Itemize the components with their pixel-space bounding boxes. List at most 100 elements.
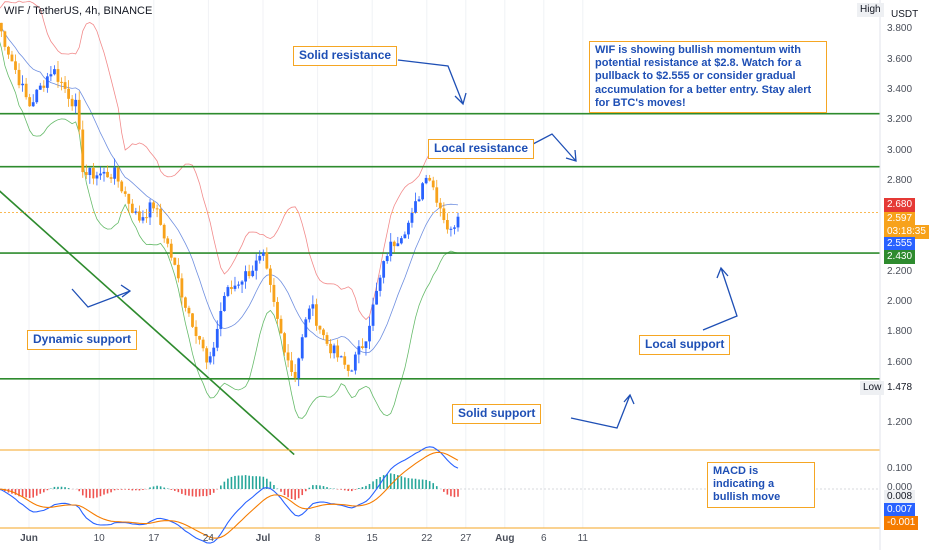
price-tick-label: 3.200: [887, 114, 913, 126]
macd-histogram-bar: [237, 475, 240, 489]
macd-histogram-bar: [312, 485, 314, 489]
candle-body: [399, 238, 403, 244]
macd-histogram-bar: [202, 489, 204, 497]
candle-body: [353, 354, 357, 371]
candle-body: [74, 99, 78, 107]
macd-histogram-bar: [89, 489, 91, 498]
macd-histogram-bar: [244, 475, 247, 489]
candle-body: [237, 284, 240, 286]
candle-body: [343, 356, 347, 365]
candle-body: [311, 304, 315, 309]
candle-body: [233, 285, 237, 289]
candle-body: [176, 264, 180, 279]
candle-body: [38, 85, 42, 90]
candle-body: [35, 89, 39, 103]
macd-histogram-bar: [297, 489, 300, 499]
macd-histogram-bar: [152, 486, 155, 489]
macd-histogram-bar: [223, 481, 226, 489]
candle-body: [191, 313, 194, 327]
price-tick-label: 3.400: [887, 83, 913, 95]
candle-body: [254, 260, 258, 271]
low-value: 1.478: [884, 381, 916, 395]
macd-histogram-bar: [280, 489, 282, 492]
macd-histogram-bar: [127, 489, 130, 490]
bollinger-upper: [0, 0, 458, 321]
candle-body: [134, 211, 138, 214]
candle-body: [368, 325, 371, 342]
candle-body: [456, 216, 460, 228]
macd-histogram-bar: [308, 487, 311, 489]
candle-body: [205, 348, 209, 363]
candle-body: [155, 208, 159, 210]
candle-body: [417, 199, 421, 202]
macd-histogram-bar: [347, 489, 350, 491]
candle-body: [332, 345, 336, 354]
macd-histogram-bar: [361, 487, 364, 489]
macd-histogram-bar: [120, 489, 123, 490]
price-tick-label: 3.600: [887, 53, 913, 65]
macd-histogram-bar: [159, 486, 162, 489]
candle-body: [222, 295, 226, 311]
candle-body: [421, 183, 424, 200]
candle-body: [442, 208, 446, 221]
candle-body: [70, 98, 74, 107]
macd-histogram-bar: [343, 489, 346, 491]
macd-histogram-bar: [386, 474, 388, 489]
callout-local-support: Local support: [639, 335, 731, 355]
macd-histogram-bar: [258, 476, 261, 489]
time-tick-label: Jul: [255, 533, 271, 544]
candle-body: [10, 54, 14, 62]
time-tick-label: 17: [148, 533, 160, 544]
candle-body: [215, 328, 219, 348]
candle-body: [276, 301, 279, 319]
candle-body: [198, 336, 201, 340]
candle-body: [184, 297, 187, 308]
candle-body: [17, 69, 21, 86]
candle-body: [428, 177, 432, 181]
candle-body: [431, 180, 435, 188]
macd-histogram-bar: [32, 489, 34, 498]
time-tick-label: 15: [366, 533, 378, 544]
macd-histogram-bar: [340, 489, 342, 490]
candle-body: [392, 241, 396, 247]
macd-histogram-bar: [195, 489, 197, 497]
candle-body: [268, 268, 272, 285]
macd-histogram-bar: [142, 489, 144, 490]
price-tag-green: 2.430: [884, 250, 916, 264]
candle-body: [424, 177, 428, 184]
macd-histogram-bar: [262, 476, 265, 489]
macd-histogram-bar: [368, 484, 371, 489]
macd-histogram-bar: [156, 485, 158, 489]
macd-histogram-bar: [425, 479, 427, 489]
macd-tick-label: 0.100: [887, 462, 913, 474]
analysis-note: WIF is showing bullish momentum with pot…: [589, 41, 827, 113]
macd-histogram-bar: [428, 481, 431, 489]
macd-histogram-bar: [78, 489, 81, 492]
candle-body: [91, 168, 95, 179]
candle-body: [166, 238, 170, 244]
macd-histogram-bar: [443, 489, 445, 492]
candle-body: [21, 83, 24, 86]
candle-body: [84, 172, 88, 176]
macd-histogram-bar: [283, 489, 286, 496]
candle-body: [123, 191, 127, 194]
time-tick-label: 24: [202, 533, 214, 544]
candle-body: [28, 97, 32, 107]
candle-body: [361, 346, 364, 348]
macd-histogram-bar: [92, 489, 95, 499]
macd-histogram-bar: [453, 489, 456, 498]
candle-body: [371, 304, 375, 326]
macd-histogram-bar: [131, 489, 134, 491]
price-tag-current: 2.597: [884, 212, 916, 226]
candle-body: [60, 81, 63, 83]
macd-tag-blue: 0.007: [884, 503, 916, 517]
low-label: Low: [860, 381, 885, 395]
candle-body: [95, 175, 99, 179]
candle-body: [120, 181, 124, 192]
candle-body: [293, 371, 297, 379]
time-tick-label: 8: [314, 533, 321, 544]
price-tick-label: 2.800: [887, 174, 913, 186]
macd-histogram-bar: [404, 477, 406, 489]
candle-body: [148, 202, 152, 218]
